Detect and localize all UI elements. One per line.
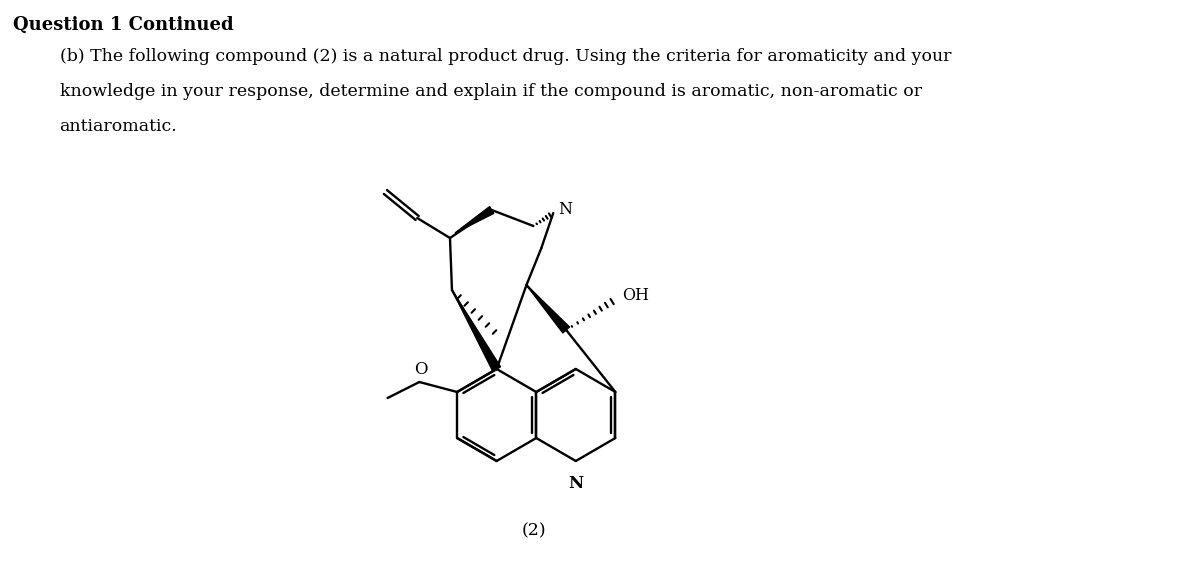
Text: O: O xyxy=(414,361,428,378)
Text: OH: OH xyxy=(622,288,649,305)
Text: antiaromatic.: antiaromatic. xyxy=(60,118,178,135)
Polygon shape xyxy=(452,290,500,371)
Polygon shape xyxy=(455,207,493,233)
Text: (2): (2) xyxy=(522,522,547,539)
Text: knowledge in your response, determine and explain if the compound is aromatic, n: knowledge in your response, determine an… xyxy=(60,83,922,100)
Text: Question 1 Continued: Question 1 Continued xyxy=(13,16,234,34)
Polygon shape xyxy=(527,285,570,333)
Text: (b) The following compound (2) is a natural product drug. Using the criteria for: (b) The following compound (2) is a natu… xyxy=(60,48,952,65)
Text: N: N xyxy=(558,200,572,217)
Text: N: N xyxy=(569,475,583,492)
